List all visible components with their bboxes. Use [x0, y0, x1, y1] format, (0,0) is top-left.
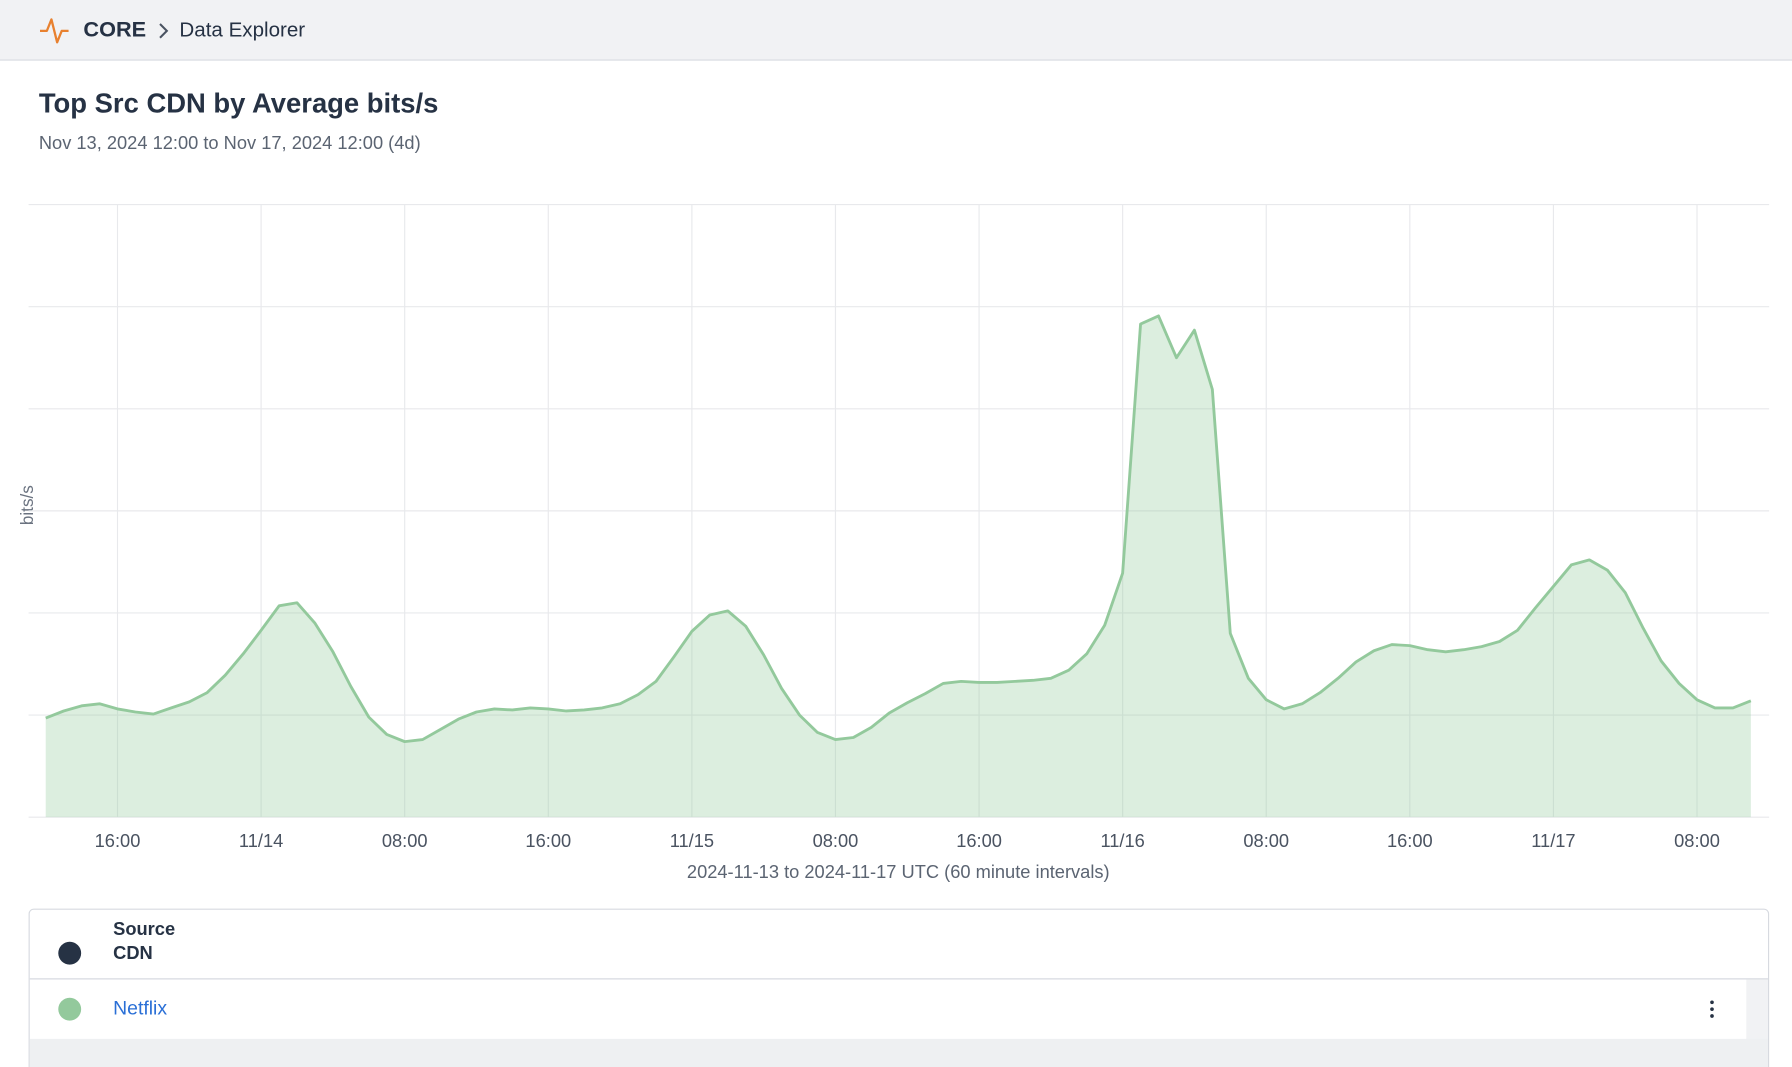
- x-tick-label: 11/16: [1100, 830, 1144, 851]
- x-tick-label: 16:00: [956, 830, 1002, 851]
- chart-title: Top Src CDN by Average bits/s: [39, 87, 439, 118]
- area-line: [45, 314, 1752, 744]
- legend-swatch: [58, 997, 82, 1021]
- table-header-box: Source CDN: [113, 920, 176, 964]
- x-tick-label: 11/15: [670, 830, 714, 851]
- legend-entry[interactable]: Netflix: [113, 997, 167, 1019]
- area-fill: [45, 315, 1751, 818]
- menu-dot[interactable]: [1710, 1000, 1714, 1005]
- menu-dot[interactable]: [1710, 1014, 1714, 1018]
- x-tick-label: 16:00: [95, 830, 141, 851]
- x-tick-label: 08:00: [1674, 830, 1720, 851]
- y-axis-label: bits/s: [17, 485, 37, 525]
- x-tick-label: 16:00: [1387, 830, 1433, 851]
- breadcrumb-page[interactable]: Data Explorer: [179, 18, 305, 41]
- x-tick-label: 11/17: [1531, 830, 1575, 851]
- legend-table: [28, 908, 1770, 1067]
- x-axis-label: 2024-11-13 to 2024-11-17 UTC (60 minute …: [687, 861, 1110, 882]
- row-bottom: [29, 1038, 1769, 1067]
- x-tick-label: 08:00: [1243, 830, 1289, 851]
- x-tick-label: 08:00: [382, 830, 428, 851]
- x-tick-label: 16:00: [525, 830, 571, 851]
- chart-subtitle: Nov 13, 2024 12:00 to Nov 17, 2024 12:00…: [39, 132, 421, 153]
- row-menu[interactable]: [1710, 1000, 1714, 1018]
- brand[interactable]: CORE: [83, 17, 146, 42]
- x-tick-label: 08:00: [813, 830, 859, 851]
- menu-dot[interactable]: [1710, 1007, 1714, 1011]
- scrollbar[interactable]: [1746, 979, 1768, 1044]
- table-header: Source CDN: [113, 920, 176, 964]
- breadcrumb-chevron: [159, 23, 169, 39]
- logo-icon[interactable]: [40, 18, 69, 44]
- plot: 16:00 11/14 08:00 16:00 11/15 08:00 16:00 11/16…: [28, 204, 1770, 851]
- x-tick-label: 11/14: [239, 830, 283, 851]
- top-bar: [0, 0, 1792, 60]
- header-dot: [58, 941, 82, 965]
